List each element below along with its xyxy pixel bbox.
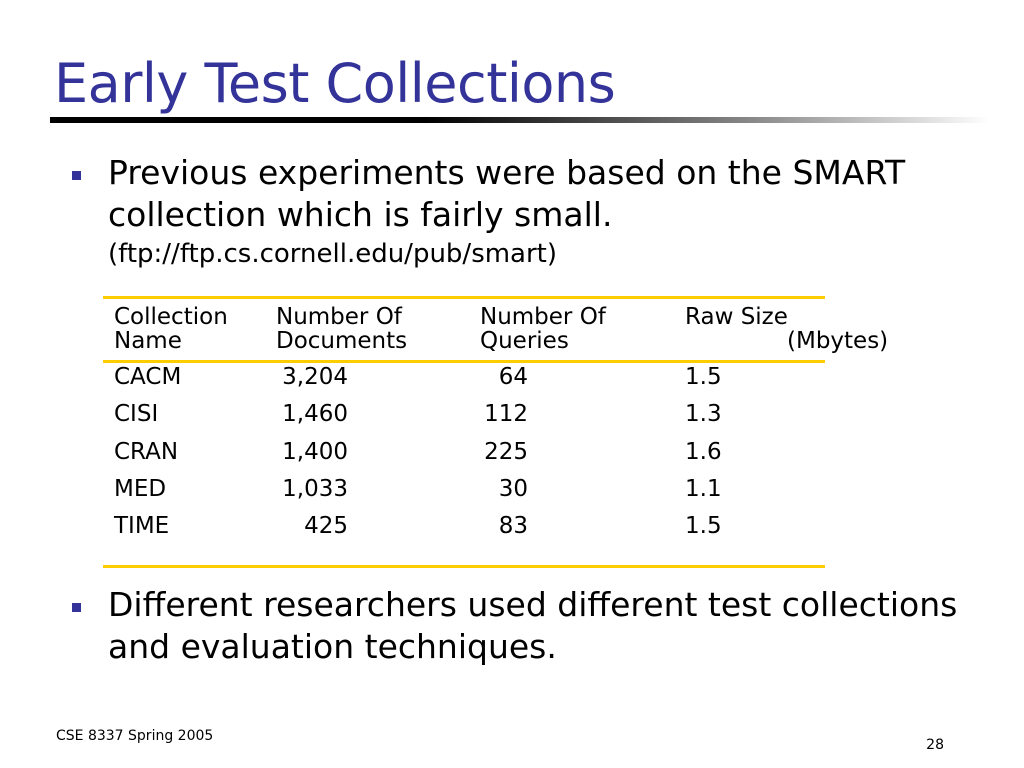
title-underline bbox=[50, 117, 990, 123]
slide-title: Early Test Collections bbox=[54, 52, 616, 115]
table-cell: 112 bbox=[484, 401, 528, 427]
bullet-text: Different researchers used different tes… bbox=[108, 585, 958, 666]
table-cell: 3,204 bbox=[282, 364, 348, 390]
footer-course: CSE 8337 Spring 2005 bbox=[56, 728, 214, 744]
header-cell: Number Of Queries bbox=[480, 304, 606, 354]
header-cell: Collection Name bbox=[114, 304, 228, 354]
bullet-item-1: Previous experiments were based on the S… bbox=[108, 152, 988, 272]
table-cell: 1.5 bbox=[685, 364, 722, 390]
table-cell: 1,460 bbox=[282, 401, 348, 427]
header-cell: Number Of Documents bbox=[276, 304, 408, 354]
table-cell: 1.5 bbox=[685, 513, 722, 539]
header-cell: Raw Size (Mbytes) bbox=[685, 304, 889, 354]
table-cell: 1,033 bbox=[282, 476, 348, 502]
bullet-marker bbox=[72, 171, 81, 180]
table-cell: 1.6 bbox=[685, 439, 722, 465]
bullet-subtext: (ftp://ftp.cs.cornell.edu/pub/smart) bbox=[108, 239, 558, 269]
table-cell: 30 bbox=[498, 476, 528, 502]
table-cell: 64 bbox=[498, 364, 528, 390]
table-top-rule bbox=[103, 296, 825, 299]
table-cell: 83 bbox=[498, 513, 528, 539]
table-cell: CACM bbox=[114, 364, 182, 390]
table-cell: CISI bbox=[114, 401, 159, 427]
bullet-text: Previous experiments were based on the S… bbox=[108, 153, 906, 234]
table-cell: 1.3 bbox=[685, 401, 722, 427]
table-cell: 425 bbox=[304, 513, 348, 539]
bullet-item-2: Different researchers used different tes… bbox=[108, 584, 988, 668]
table-cell: CRAN bbox=[114, 439, 179, 465]
bullet-marker bbox=[72, 603, 81, 612]
table-header-rule bbox=[103, 360, 825, 363]
table-cell: 1.1 bbox=[685, 476, 722, 502]
table-cell: 225 bbox=[484, 439, 528, 465]
table-cell: 1,400 bbox=[282, 439, 348, 465]
table-bottom-rule bbox=[103, 565, 825, 568]
table-cell: MED bbox=[114, 476, 167, 502]
table-cell: TIME bbox=[114, 513, 170, 539]
page-number: 28 bbox=[926, 737, 944, 753]
